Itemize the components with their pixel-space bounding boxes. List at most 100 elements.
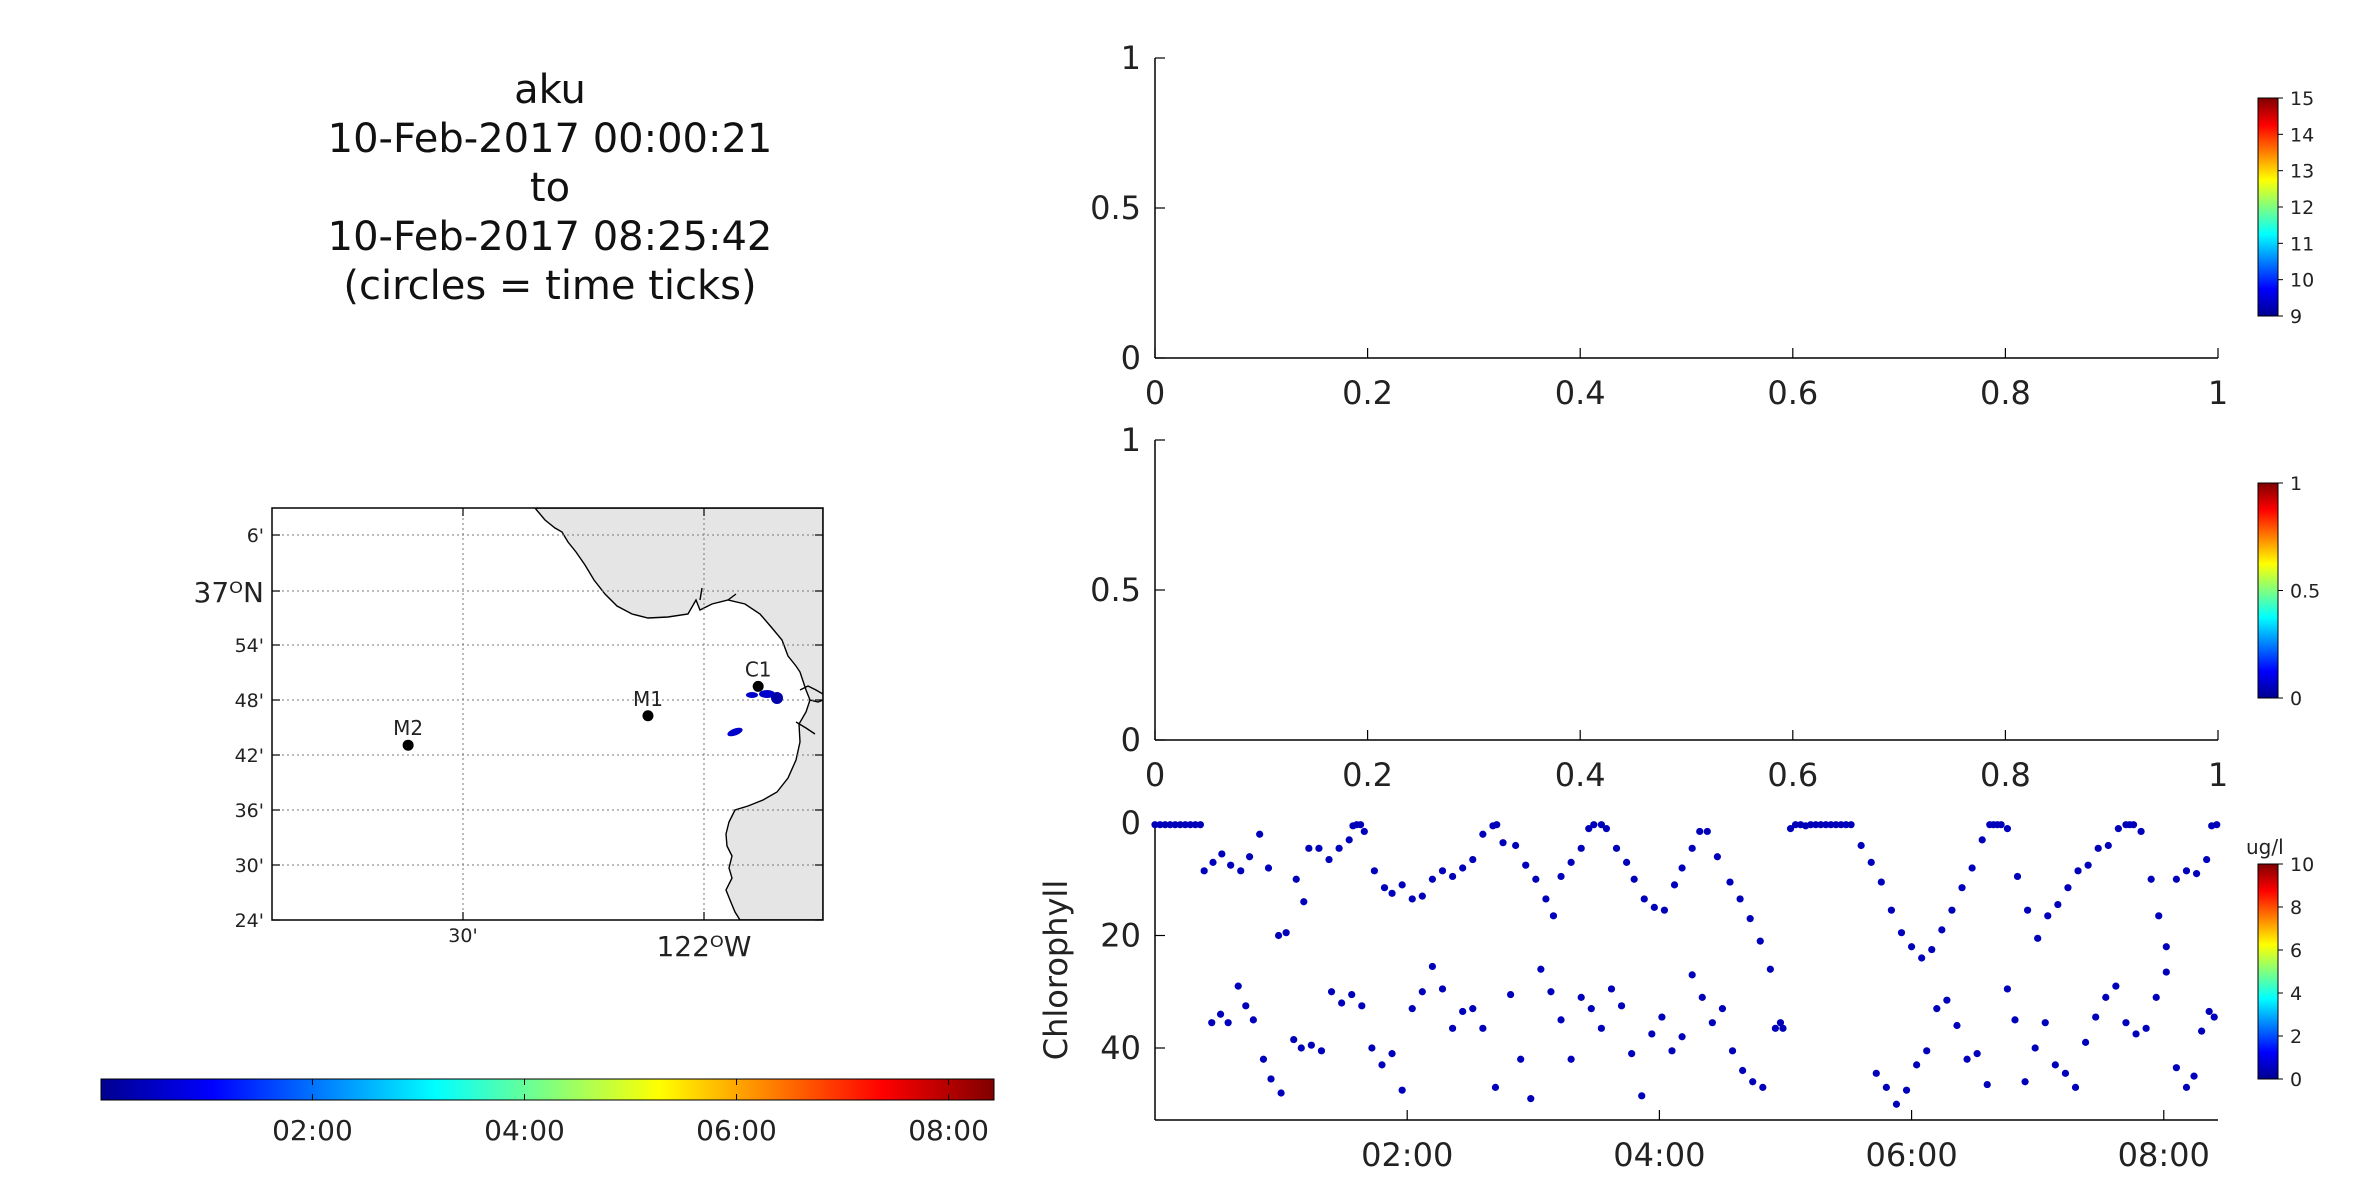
chl-data-point [1678,864,1686,872]
chl-data-point [2013,872,2022,881]
chl-data-point [1597,821,1605,829]
chl-data-point [2003,985,2012,993]
chl-data-point [2129,821,2138,829]
chl-data-point [1186,821,1194,829]
chl-data-point [1300,898,1308,906]
chl-data-point [1670,881,1679,889]
map-stations: M2 M1 C1 [393,657,772,751]
chl-data-point [2162,968,2170,976]
chl-x-tick-label: 04:00 [1613,1136,1705,1174]
chl-data-point [1628,1050,1636,1058]
map-lat-tick-label: 36' [235,800,264,822]
chl-data-point [1668,1047,1676,1055]
chl-data-point [1245,853,1254,861]
chl-data-point [1448,872,1457,881]
chl-data-point [1161,821,1169,829]
chl-data-point [2112,982,2120,990]
station-marker [642,710,654,722]
chl-data-point [1479,830,1487,838]
chl-data-point [2092,1013,2100,1021]
chl-data-point [1557,1016,1565,1024]
chl-data-point [1378,1061,1386,1069]
chl-data-point [1842,821,1850,829]
chl-data-point [2137,827,2145,836]
chl-data-point [1191,821,1199,829]
chl-data-point [1928,945,1936,954]
chl-data-point [1759,1083,1767,1091]
chl-data-point [2142,1024,2150,1032]
chl-data-point [1650,903,1658,911]
chl-data-point [1542,895,1550,903]
chl-data-point [1918,954,1926,962]
panel-1-x-tick-label: 1 [2208,374,2228,412]
chl-data-point [1459,1007,1467,1016]
chl-data-point [2074,867,2082,875]
chl-data-point [1779,1024,1787,1032]
panel-2-colorbar-tick: 0.5 [2290,581,2320,603]
panel-2-x-tick-label: 0.2 [1342,756,1393,794]
chl-data-point [1307,1041,1315,1049]
chl-data-point [1327,988,1336,996]
chl-data-point [1398,881,1406,889]
chl-data-point [1827,821,1835,829]
chl-data-point [1857,841,1865,850]
chl-data-point [1696,827,1704,836]
chl-data-point [2147,875,2155,883]
panel-2-x-tick-label: 1 [2208,756,2228,794]
chl-data-point [1660,906,1669,914]
chl-data-point [2155,912,2163,920]
chl-data-point [1506,990,1515,999]
panel-2-colorbar [2257,482,2279,699]
chl-data-point [1537,965,1545,973]
chl-data-point [1317,1047,1326,1055]
chl-data-point [1897,929,1906,937]
chl-y-tick-label: 0 [1121,804,1141,842]
chl-data-point [1587,1005,1595,1013]
chl-data-point [1408,1005,1416,1013]
chl-data-point [1766,965,1774,973]
chl-x-tick-label: 08:00 [2118,1136,2210,1174]
station-marker [752,680,764,692]
chl-data-point [1469,1005,1477,1013]
chl-data-point [1218,850,1226,858]
chl-data-point [1837,821,1845,829]
chl-data-point [1648,1030,1656,1038]
chl-data-point [1968,864,1976,872]
panel-1-x-tick-label: 0.6 [1767,374,1818,412]
chl-data-point [1388,1050,1396,1058]
chl-data-point [2011,1016,2019,1024]
chl-data-point [2064,884,2072,892]
chl-data-point [1512,841,1520,850]
chl-data-point [1479,1024,1487,1032]
chl-data-point [1590,821,1598,829]
station-label: M1 [633,687,663,711]
map-lat-ticks: 6' 37ᴼN 54' 48' 42' 36' 30' 24' [194,525,823,932]
chl-data-point [1739,1066,1747,1075]
chl-data-point [2172,1064,2180,1072]
panel-2-y-tick-label: 0 [1121,721,1141,759]
chl-data-point [1527,1095,1535,1103]
chl-data-point [1933,1005,1941,1013]
chl-data-point [1491,1083,1500,1091]
panel-1-x-tick-label: 0.2 [1342,374,1393,412]
chl-data-point [1171,821,1179,829]
chl-data-point [1290,1035,1298,1044]
chl-data-point [1728,1047,1737,1055]
chl-data-point [1557,872,1565,881]
time-colorbar-tick-label: 04:00 [484,1114,565,1147]
chl-data-point [1358,1002,1366,1010]
chl-data-point [2205,1007,2213,1016]
chl-data-point [1151,821,1159,829]
chl-data-point [1549,912,1558,920]
map-grid [272,508,823,920]
time-colorbar-tick-label: 06:00 [696,1114,777,1147]
panel-1-x-tick-label: 0 [1145,374,1165,412]
chl-data-point [2190,1072,2198,1080]
chl-data-point [1771,1024,1779,1032]
chl-data-point [1264,864,1273,872]
panel-1-colorbar-tick: 15 [2290,88,2314,110]
chl-data-point [1872,1069,1880,1077]
chl-data-point [1756,937,1764,945]
panel-1-colorbar-tick: 13 [2290,161,2314,183]
chl-data-point [2084,861,2092,869]
